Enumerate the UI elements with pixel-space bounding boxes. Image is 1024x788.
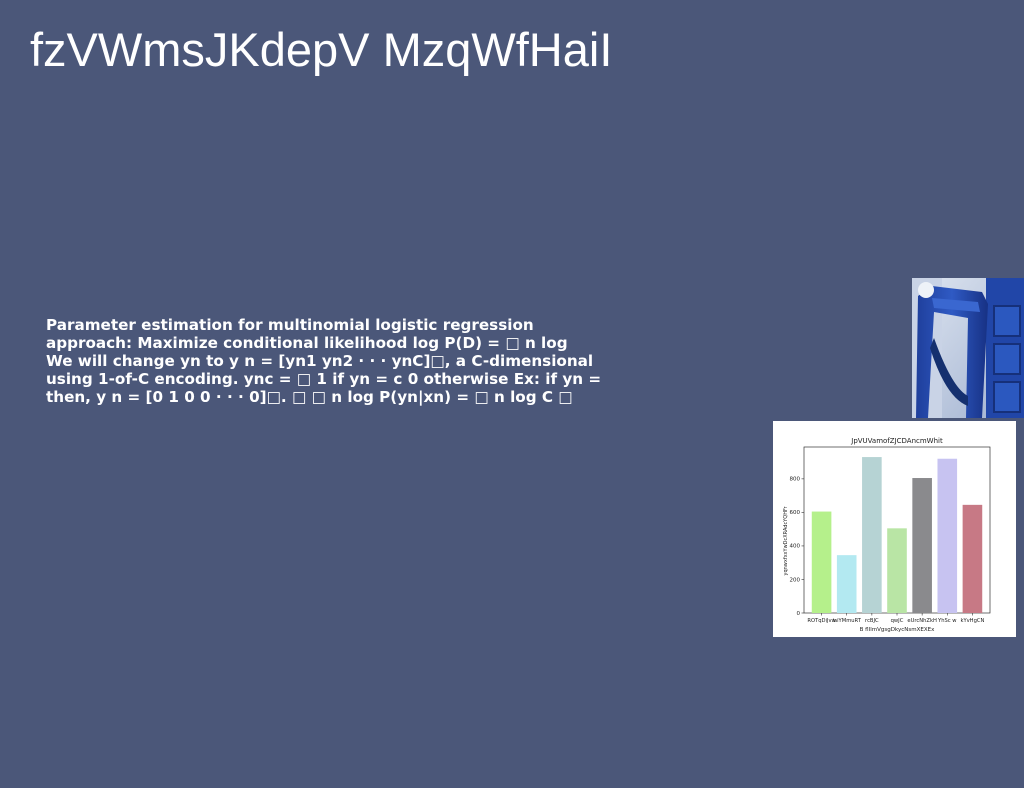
bar [962, 504, 983, 613]
bar [912, 478, 932, 613]
y-axis-ticks: 0 200 400 600 800 [790, 477, 804, 617]
body-line: approach: Maximize conditional likelihoo… [46, 334, 568, 352]
bar-chart: JpVUVamofZJCDAncmWhit B flIlmVgsgDkycNsm… [783, 437, 991, 633]
y-tick-label: 200 [790, 577, 801, 583]
slide-title: fzVWmsJKdepV MzqWfHaiI [30, 23, 613, 76]
y-tick-label: 0 [797, 611, 801, 617]
bar [811, 511, 832, 613]
bar [937, 458, 958, 613]
y-tick-label: 600 [790, 510, 801, 516]
bar [862, 457, 882, 613]
body-line: then, y n = [0 1 0 0 · · · 0]□. □ □ n lo… [46, 388, 573, 406]
bar [836, 555, 857, 613]
x-tick-label: iaiYMmuRT [832, 618, 861, 624]
body-line: using 1-of-C encoding. ync = □ 1 if yn =… [46, 370, 602, 388]
x-tick-label: eUrcNhZkH [907, 618, 937, 624]
y-axis-label: yqnwxfxxYwDcXRAdcYQHFr [783, 506, 789, 576]
chair-photo [912, 278, 1024, 418]
y-tick-label: 800 [790, 477, 801, 483]
slide-body-text: Parameter estimation for multinomial log… [46, 316, 646, 406]
x-tick-label: YhSc w [937, 618, 957, 624]
x-axis-label: B flIlmVgsgDkycNsmXEXEx [860, 627, 935, 633]
bar-chart-figure: JpVUVamofZJCDAncmWhit B flIlmVgsgDkycNsm… [773, 421, 1016, 637]
blue-chair-illustration [912, 278, 1024, 418]
body-line: Parameter estimation for multinomial log… [46, 316, 534, 334]
bars [811, 457, 983, 613]
x-tick-label: kYvHgCN [960, 618, 984, 624]
body-line: We will change yn to y n = [yn1 yn2 · · … [46, 352, 594, 370]
chart-title: JpVUVamofZJCDAncmWhit [850, 437, 943, 445]
x-tick-label: ROTqDiJvw [807, 618, 836, 624]
bar [887, 528, 907, 613]
x-tick-label: qwJC [891, 618, 904, 624]
x-tick-label: rcBJC [865, 618, 879, 624]
y-tick-label: 400 [790, 544, 801, 550]
